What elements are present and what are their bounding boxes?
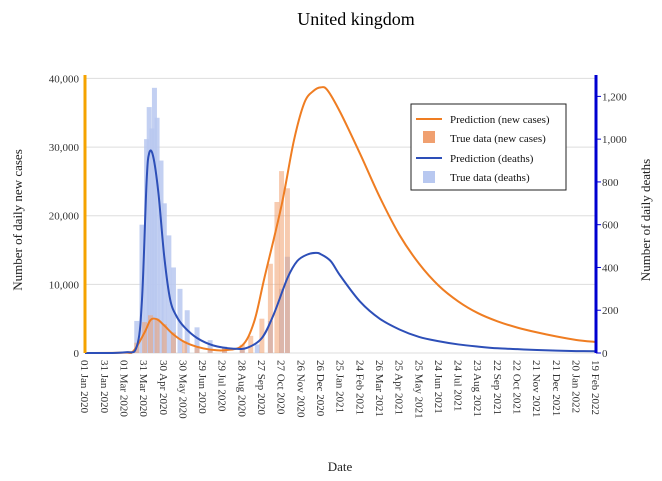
x-tick-label: 31 Mar 2020 — [137, 360, 149, 417]
bar-layer — [127, 87, 290, 354]
bar — [151, 87, 157, 353]
x-tick-label: 29 Jul 2020 — [216, 360, 228, 412]
y-right-tick-label: 800 — [602, 177, 619, 189]
x-tick-label: 20 Jan 2022 — [569, 360, 581, 413]
legend-label-true-deaths: True data (deaths) — [450, 172, 530, 184]
x-tick-label: 22 Oct 2021 — [511, 360, 523, 414]
x-tick-label: 25 Apr 2021 — [393, 360, 405, 415]
x-tick-label: 28 Aug 2020 — [235, 360, 247, 417]
series-line-pred-deaths — [84, 149, 597, 355]
bar — [158, 160, 164, 353]
x-axis-title: Date — [328, 459, 353, 474]
bar — [170, 332, 176, 353]
bar — [194, 346, 200, 353]
x-tick-label: 26 Nov 2020 — [294, 360, 306, 418]
y-right-tick-label: 400 — [602, 262, 619, 274]
x-tick-label: 31 Jan 2020 — [98, 360, 110, 414]
x-tick-label: 27 Sep 2020 — [255, 360, 267, 416]
x-tick-label: 29 Jun 2020 — [196, 360, 208, 414]
bar — [149, 128, 155, 353]
bar — [161, 324, 167, 353]
legend: Prediction (new cases) True data (new ca… — [410, 103, 567, 191]
bar — [279, 171, 285, 353]
x-tick-label: 19 Feb 2022 — [589, 360, 601, 415]
y-left-tick-label: 40,000 — [49, 73, 80, 85]
bar — [267, 263, 273, 353]
y-axis-left-title: Number of daily new cases — [10, 149, 25, 291]
right-axis-ticks: 0 200 400 600 800 1,000 1,200 — [596, 91, 627, 360]
legend-symbol-true-deaths — [423, 171, 435, 183]
y-right-tick-label: 200 — [602, 305, 619, 317]
x-tick-label: 22 Sep 2021 — [491, 360, 503, 415]
bar — [184, 310, 190, 353]
bar — [284, 188, 290, 353]
bar — [161, 203, 167, 353]
bar — [146, 107, 152, 353]
left-axis-ticks: 0 10,000 20,000 30,000 40,000 — [49, 73, 80, 360]
legend-label-pred-cases: Prediction (new cases) — [450, 114, 550, 126]
x-tick-label: 25 May 2021 — [412, 360, 424, 419]
x-tick-label: 26 Dec 2020 — [314, 360, 326, 417]
bar — [259, 318, 265, 353]
bar — [274, 201, 280, 353]
x-tick-label: 01 Mar 2020 — [117, 360, 129, 417]
x-tick-label: 24 Jun 2021 — [432, 360, 444, 414]
x-tick-label: 01 Jan 2020 — [78, 360, 90, 414]
y-left-tick-label: 20,000 — [49, 211, 80, 223]
legend-label-true-cases: True data (new cases) — [450, 133, 546, 145]
y-right-tick-label: 1,000 — [602, 134, 627, 146]
bar — [142, 322, 148, 353]
y-right-tick-label: 1,200 — [602, 91, 627, 103]
chart-title: United kingdom — [297, 9, 415, 29]
bar — [254, 344, 260, 353]
y-left-tick-label: 10,000 — [49, 279, 80, 291]
bar — [194, 327, 200, 353]
x-tick-label: 30 Apr 2020 — [157, 360, 169, 416]
y-left-tick-label: 30,000 — [49, 142, 80, 154]
x-tick-label: 23 Aug 2021 — [471, 360, 483, 417]
bar — [207, 340, 213, 353]
bar — [248, 335, 254, 353]
bar — [144, 139, 150, 353]
bar — [207, 348, 213, 353]
y-right-tick-label: 600 — [602, 220, 619, 232]
bar — [154, 117, 160, 354]
x-tick-label: 21 Nov 2021 — [530, 360, 542, 417]
x-tick-label: 24 Feb 2021 — [353, 360, 365, 415]
x-tick-label: 26 Mar 2021 — [373, 360, 385, 417]
x-tick-label: 25 Jan 2021 — [334, 360, 346, 413]
line-layer — [84, 86, 597, 355]
x-axis-ticks: 01 Jan 2020 31 Jan 2020 01 Mar 2020 31 Mar … — [78, 360, 601, 419]
bar — [134, 320, 140, 353]
y-left-tick-label: 0 — [74, 348, 80, 360]
x-tick-label: 27 Oct 2020 — [275, 360, 287, 415]
bar — [182, 341, 188, 353]
legend-label-pred-deaths: Prediction (deaths) — [450, 153, 534, 165]
x-tick-label: 21 Dec 2021 — [550, 360, 562, 416]
y-right-tick-label: 0 — [602, 348, 608, 360]
series-line-pred-cases — [84, 86, 597, 354]
bar — [154, 318, 160, 353]
bar — [148, 315, 154, 353]
x-tick-label: 30 May 2020 — [176, 360, 188, 419]
y-axis-right-title: Number of daily deaths — [638, 159, 653, 281]
x-tick-label: 24 Jul 2021 — [452, 360, 464, 411]
legend-symbol-true-cases — [423, 131, 435, 143]
